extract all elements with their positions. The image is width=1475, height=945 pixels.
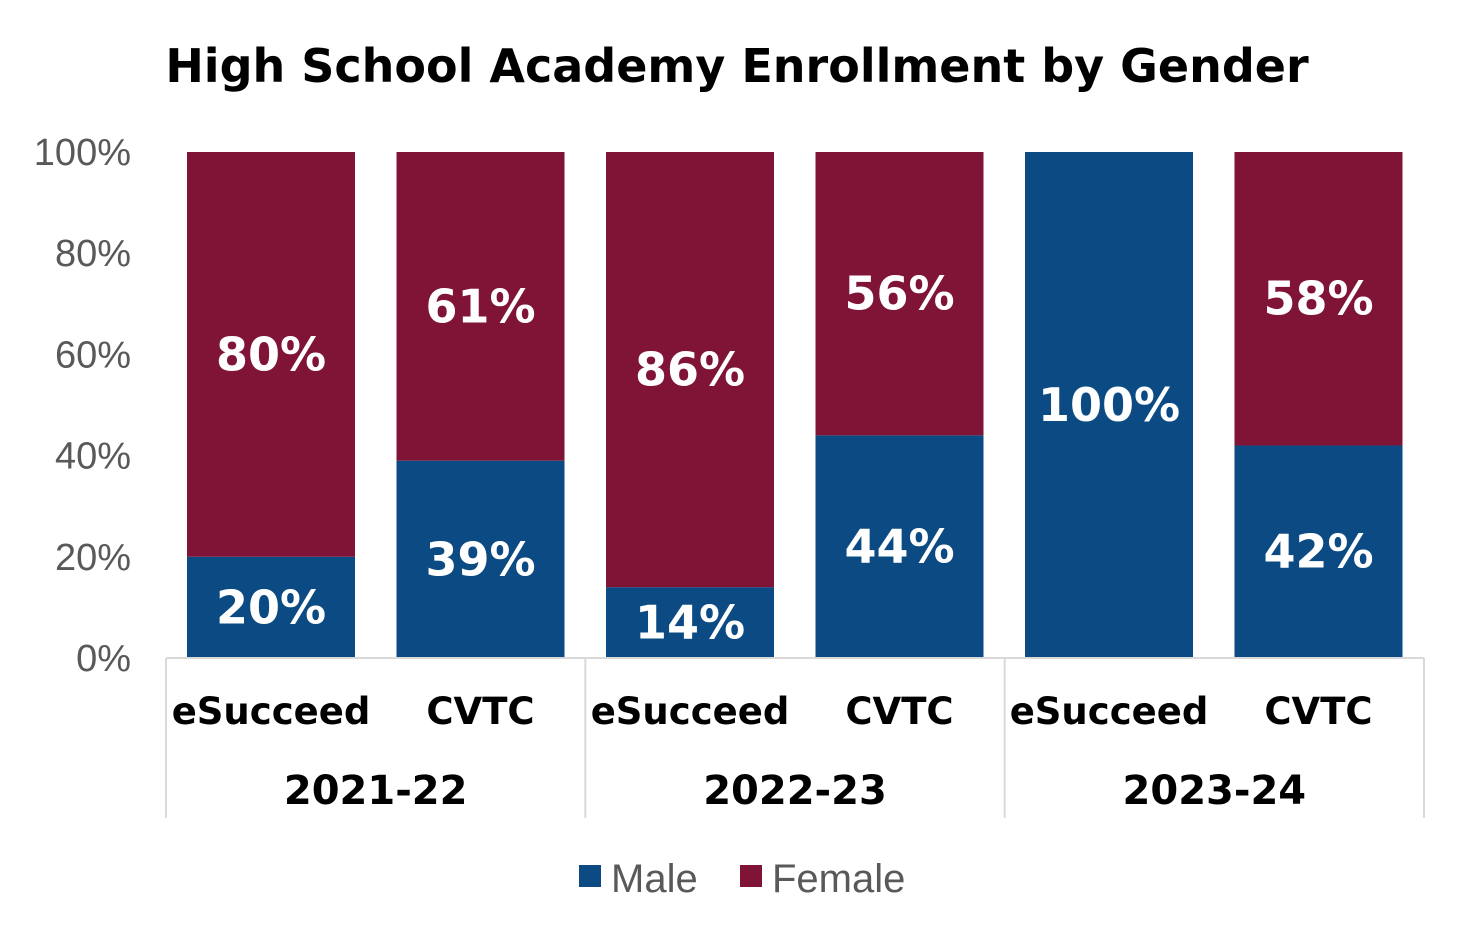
bar-segment-female	[1234, 152, 1403, 446]
y-tick-label: 100%	[34, 132, 131, 174]
x-axis: eSucceed CVTC eSucceed CVTC eSucceed CVTC 2021…	[165, 657, 1425, 818]
plot-area: 20% 80% 39% 61% 14% 86% 44% 56% 100% 42% 58%	[187, 152, 1403, 658]
y-tick-label: 20%	[55, 537, 131, 579]
data-label: 44%	[844, 520, 954, 574]
bar-segment-female	[815, 152, 984, 436]
bar-segment-female	[187, 152, 355, 557]
group-label: 2021-22	[284, 768, 468, 814]
legend-swatch-male	[579, 865, 601, 887]
y-tick-label: 40%	[55, 436, 131, 478]
data-label: 14%	[635, 596, 745, 650]
data-label: 86%	[635, 343, 745, 397]
bar-segment-female	[606, 152, 774, 588]
group-label: 2022-23	[703, 768, 887, 814]
category-label: eSucceed	[591, 690, 790, 733]
category-label: eSucceed	[1010, 690, 1209, 733]
chart-title: High School Academy Enrollment by Gender	[165, 39, 1309, 93]
y-tick-label: 60%	[55, 334, 131, 376]
bar-segment-male	[1234, 445, 1403, 658]
bar-segment-male	[1025, 152, 1193, 658]
category-label: eSucceed	[172, 690, 371, 733]
category-label: CVTC	[426, 690, 534, 733]
data-label: 39%	[425, 532, 535, 586]
bar-segment-male	[187, 556, 355, 658]
data-label: 56%	[844, 267, 954, 321]
data-label: 61%	[425, 279, 535, 333]
y-tick-label: 0%	[76, 638, 131, 680]
data-label: 58%	[1263, 272, 1373, 326]
category-label: CVTC	[1264, 690, 1372, 733]
legend-swatch-female	[740, 865, 762, 887]
bar-segment-male	[396, 460, 565, 658]
data-label: 80%	[216, 327, 326, 381]
y-tick-label: 80%	[55, 233, 131, 275]
data-label: 20%	[216, 580, 326, 634]
y-axis: 0% 20% 40% 60% 80% 100%	[34, 132, 131, 680]
data-label: 42%	[1263, 525, 1373, 579]
bar-segment-male	[815, 435, 984, 658]
bar-segment-male	[606, 587, 774, 658]
group-label: 2023-24	[1123, 768, 1307, 814]
legend: Male Female	[579, 857, 905, 901]
data-label: 100%	[1038, 378, 1180, 432]
category-label: CVTC	[845, 690, 953, 733]
legend-label-male: Male	[611, 857, 698, 901]
legend-label-female: Female	[772, 857, 905, 901]
bar-segment-female	[396, 152, 565, 461]
